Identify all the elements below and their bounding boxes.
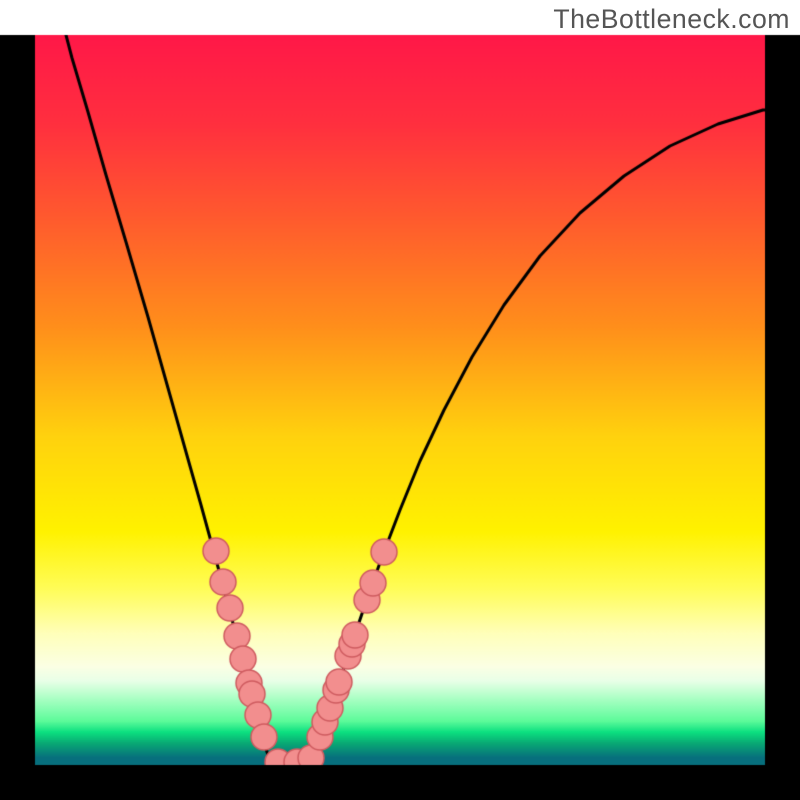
chart-canvas: [0, 0, 800, 800]
chart-container: TheBottleneck.com: [0, 0, 800, 800]
